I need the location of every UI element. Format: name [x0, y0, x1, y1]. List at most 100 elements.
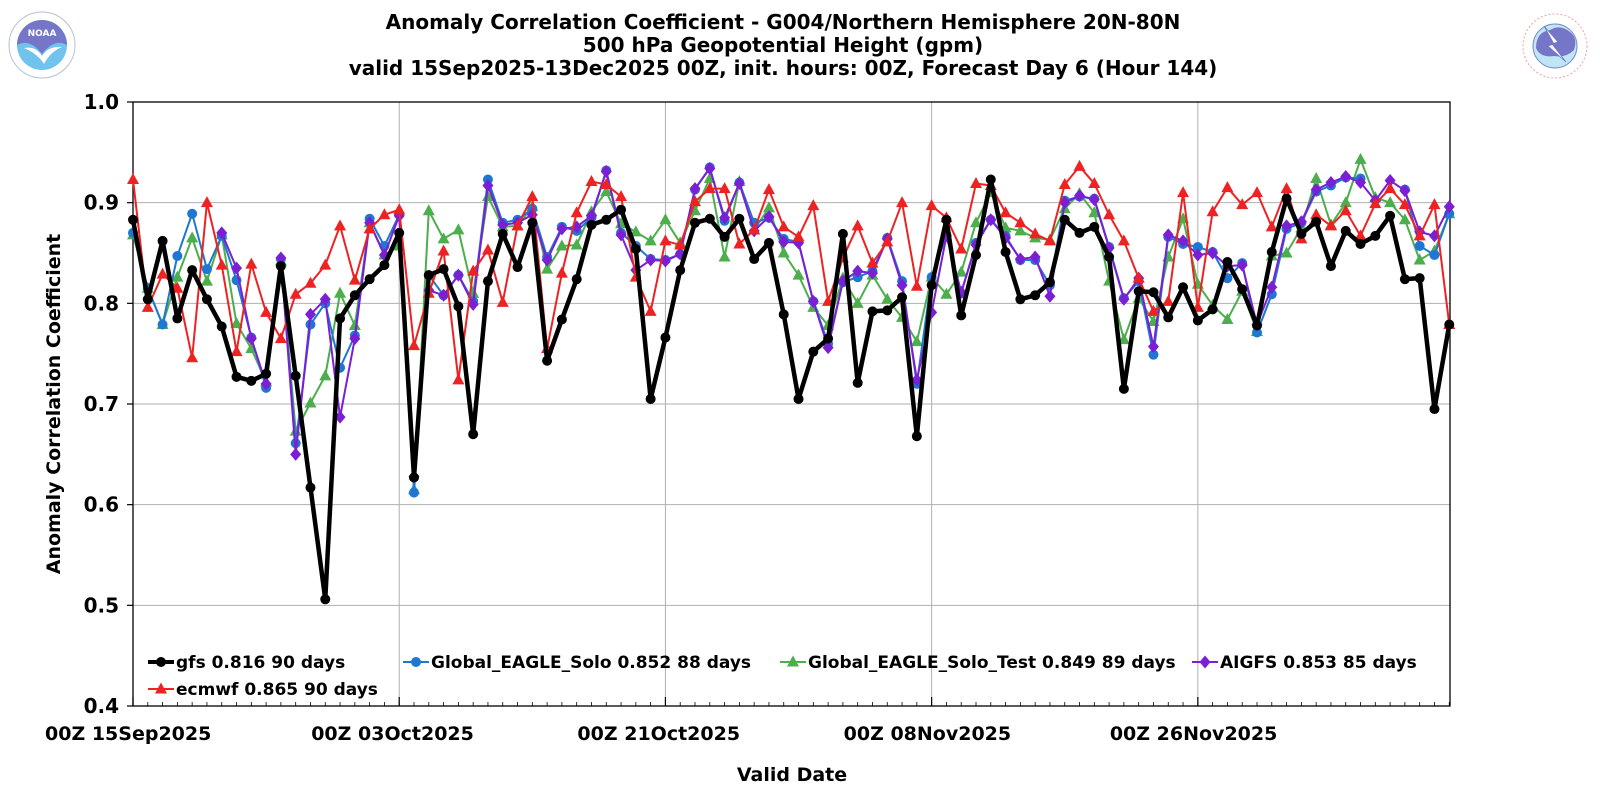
data-point [334, 286, 347, 298]
data-point [600, 164, 612, 178]
data-point [749, 254, 760, 265]
chart-title-line-1: Anomaly Correlation Coefficient - G004/N… [385, 10, 1181, 34]
data-point [645, 253, 657, 267]
data-point [453, 270, 464, 281]
nws-logo [1522, 13, 1588, 79]
series-global-eagle-solo [128, 162, 1455, 498]
data-point [348, 273, 361, 285]
data-point [1162, 294, 1175, 306]
data-point [1132, 291, 1145, 303]
data-point [778, 309, 789, 320]
data-point [155, 682, 167, 694]
data-point [571, 225, 582, 236]
data-point [734, 177, 745, 188]
data-point [733, 177, 745, 191]
data-point [1310, 172, 1323, 184]
data-point [1222, 257, 1233, 268]
data-point [1118, 293, 1129, 304]
data-point [1030, 290, 1041, 301]
data-point [808, 296, 819, 307]
data-point [985, 213, 997, 227]
data-point [926, 280, 937, 291]
chart-title-line-2: 500 hPa Geopotential Height (gpm) [582, 33, 984, 57]
data-point [1370, 230, 1381, 241]
data-point [496, 220, 509, 232]
data-point [1295, 221, 1308, 233]
data-point [793, 393, 804, 404]
data-point [585, 209, 597, 223]
data-point [1398, 213, 1411, 225]
data-point [1117, 234, 1130, 246]
data-point [778, 233, 789, 244]
data-point [1178, 238, 1189, 249]
data-point [1015, 294, 1026, 305]
data-point [881, 232, 893, 246]
data-point [688, 204, 701, 216]
data-point [837, 274, 849, 288]
data-point [1043, 234, 1056, 246]
data-point [1443, 317, 1456, 329]
data-point [1355, 173, 1366, 184]
data-point [866, 266, 878, 280]
data-point [171, 281, 184, 293]
data-point [364, 213, 375, 224]
data-point [393, 239, 406, 251]
data-point [956, 288, 967, 299]
data-point [482, 179, 494, 193]
data-point [1399, 184, 1411, 198]
data-point [1354, 229, 1367, 241]
data-point [1384, 196, 1397, 208]
data-point [305, 319, 316, 330]
data-point [1148, 287, 1159, 298]
data-point [127, 173, 139, 185]
data-point [260, 377, 272, 391]
data-point [1103, 274, 1116, 286]
data-point [719, 215, 730, 226]
data-point [1444, 319, 1455, 330]
x-axis-label: Valid Date [737, 764, 847, 786]
series-line [132, 158, 1451, 491]
data-point [1207, 304, 1218, 315]
data-point [1221, 312, 1234, 324]
data-point [1059, 195, 1070, 206]
data-point [555, 239, 568, 251]
data-point [1148, 349, 1159, 360]
data-point [481, 243, 494, 255]
data-point [142, 294, 153, 305]
data-point [659, 254, 671, 268]
data-point [1384, 182, 1397, 194]
data-point [349, 330, 360, 341]
data-point [1251, 317, 1263, 331]
data-point [674, 238, 687, 250]
data-point [304, 276, 317, 288]
data-point [1295, 232, 1308, 244]
data-point [1073, 187, 1086, 199]
data-point [1355, 238, 1366, 249]
data-point [787, 655, 799, 667]
series-aigfs [216, 161, 1455, 483]
data-point [1089, 193, 1100, 204]
data-point [452, 268, 464, 282]
data-point [275, 251, 287, 265]
legend-entry-global-eagle-solo-test: Global_EAGLE_Solo_Test 0.849 89 days [780, 653, 1176, 673]
data-point [1104, 252, 1115, 263]
data-point [1310, 208, 1323, 220]
data-point [289, 287, 302, 299]
data-point [1311, 216, 1322, 227]
data-point [289, 424, 302, 436]
data-point [379, 240, 390, 251]
data-point [496, 295, 509, 307]
data-point [616, 227, 627, 238]
data-point [1132, 271, 1145, 283]
data-point [955, 265, 968, 277]
data-point [1324, 219, 1337, 231]
data-point [896, 310, 909, 322]
data-point [689, 217, 700, 228]
data-point [910, 335, 923, 347]
data-point [1147, 340, 1159, 354]
data-point [141, 300, 154, 312]
data-point [1444, 208, 1455, 219]
data-point [142, 283, 153, 294]
data-point [629, 270, 642, 282]
data-point [793, 236, 805, 250]
